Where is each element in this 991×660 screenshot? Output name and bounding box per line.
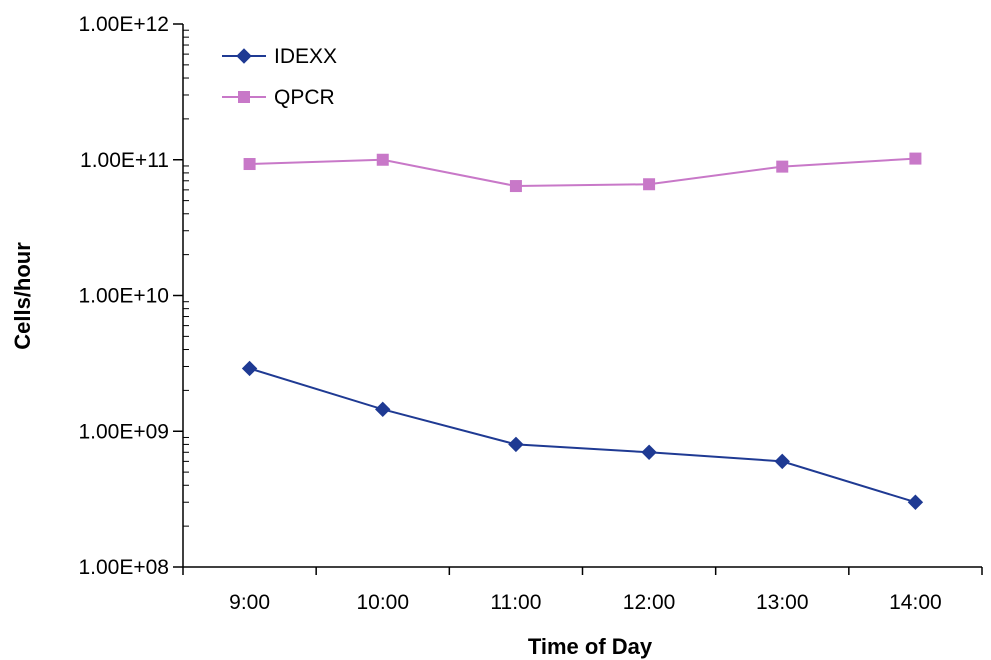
data-point <box>376 153 389 166</box>
y-tick-label: 1.00E+10 <box>78 285 169 308</box>
data-point <box>243 158 256 171</box>
legend-label: QPCR <box>274 86 335 109</box>
series-line-qpcr <box>249 157 916 188</box>
legend-marker <box>238 91 250 103</box>
y-tick-label: 1.00E+11 <box>80 149 169 172</box>
x-tick-label: 9:00 <box>229 591 270 614</box>
x-tick-label: 10:00 <box>356 591 409 614</box>
data-point <box>375 401 391 418</box>
data-point <box>776 160 789 173</box>
x-tick-label: 14:00 <box>889 591 942 614</box>
series-layer <box>241 152 924 510</box>
y-axis-title: Cells/hour <box>10 242 35 350</box>
x-tick-label: 11:00 <box>490 591 541 614</box>
y-tick-label: 1.00E+09 <box>78 420 169 443</box>
series-idexx <box>241 360 924 510</box>
data-point <box>509 180 522 193</box>
x-axis-title: Time of Day <box>528 634 653 659</box>
legend-item-idexx: IDEXX <box>222 45 337 68</box>
data-point <box>643 178 656 191</box>
data-point <box>241 360 258 377</box>
series-qpcr <box>243 152 922 193</box>
legend-item-qpcr: QPCR <box>222 86 335 109</box>
y-axis: 1.00E+08 1.00E+09 1.00E+10 1.00E+11 1.00E+12 <box>78 13 189 579</box>
x-axis: 9:00 10:00 11:00 12:00 13:00 14:00 <box>182 566 983 614</box>
data-point <box>907 494 924 510</box>
legend-label: IDEXX <box>274 45 337 68</box>
series-line-idexx <box>249 367 916 504</box>
data-point <box>641 444 657 460</box>
x-tick-label: 13:00 <box>756 591 809 614</box>
data-point <box>774 453 790 470</box>
legend-marker <box>236 48 252 64</box>
x-tick-label: 12:00 <box>623 591 676 614</box>
legend: IDEXX QPCR <box>222 45 337 109</box>
data-point <box>508 436 524 453</box>
data-point <box>909 152 922 165</box>
y-tick-label: 1.00E+08 <box>78 556 169 579</box>
y-tick-label: 1.00E+12 <box>78 13 169 36</box>
